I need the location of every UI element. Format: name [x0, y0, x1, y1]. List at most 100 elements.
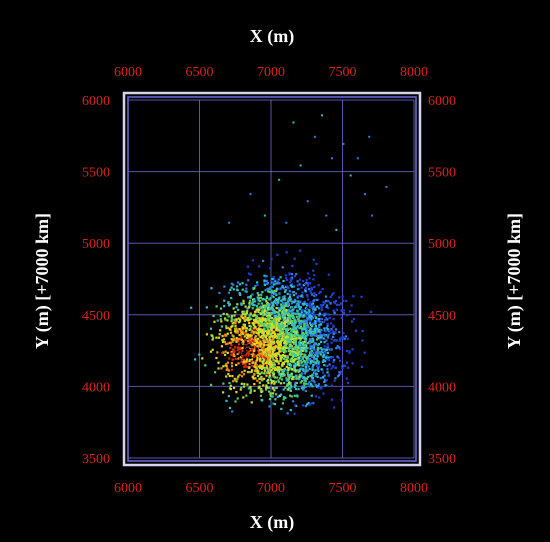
scatter-point	[282, 308, 286, 311]
scatter-point	[240, 332, 243, 336]
scatter-point	[257, 324, 260, 327]
scatter-point	[321, 360, 324, 363]
scatter-point	[287, 348, 290, 352]
scatter-point	[230, 286, 233, 289]
y-tick-label-left-2: 4500	[82, 309, 110, 324]
scatter-point	[252, 327, 255, 330]
scatter-point	[300, 372, 303, 375]
scatter-point	[286, 360, 289, 363]
scatter-point	[348, 310, 351, 313]
scatter-point	[318, 342, 321, 346]
scatter-point	[293, 352, 296, 355]
scatter-point	[284, 320, 287, 323]
scatter-point	[242, 331, 245, 334]
scatter-point	[289, 394, 292, 397]
sparse-point-8	[371, 214, 374, 217]
scatter-point	[336, 355, 339, 358]
scatter-point	[278, 282, 281, 285]
scatter-point	[283, 357, 286, 360]
scatter-point	[226, 342, 229, 345]
scatter-point	[233, 321, 236, 324]
scatter-point	[294, 362, 297, 365]
scatter-point	[271, 317, 274, 320]
scatter-point	[252, 314, 255, 317]
scatter-point	[280, 337, 283, 340]
scatter-point	[304, 307, 307, 310]
scatter-point	[295, 330, 298, 334]
scatter-point	[268, 298, 271, 301]
scatter-point	[276, 336, 279, 340]
scatter-point	[238, 334, 241, 337]
scatter-point	[287, 367, 290, 370]
scatter-point	[250, 358, 254, 361]
scatter-point	[259, 345, 262, 348]
scatter-point	[300, 346, 304, 349]
scatter-point	[296, 296, 299, 299]
scatter-point	[267, 307, 270, 310]
scatter-point	[334, 367, 337, 370]
sparse-point-3	[349, 174, 352, 177]
scatter-point	[263, 335, 266, 338]
scatter-point	[300, 319, 303, 322]
scatter-point	[329, 356, 333, 359]
scatter-point	[339, 302, 342, 305]
scatter-point	[253, 389, 256, 392]
scatter-point	[281, 285, 284, 288]
scatter-point	[312, 308, 315, 311]
scatter-point	[221, 339, 224, 342]
scatter-point	[264, 336, 268, 339]
scatter-point	[297, 358, 300, 361]
scatter-point	[317, 362, 320, 365]
scatter-point	[234, 324, 237, 328]
scatter-point	[337, 374, 341, 377]
scatter-point	[258, 385, 261, 388]
scatter-point	[248, 304, 251, 307]
sparse-point-17	[228, 221, 231, 224]
scatter-point	[273, 389, 276, 392]
scatter-point	[242, 340, 245, 343]
scatter-point	[263, 341, 266, 344]
scatter-point	[319, 321, 322, 324]
scatter-point	[271, 353, 275, 356]
scatter-point	[269, 297, 272, 300]
scatter-point	[313, 292, 316, 295]
scatter-point	[283, 295, 286, 298]
scatter-point	[283, 299, 286, 302]
scatter-point	[249, 391, 252, 394]
y-tick-label-left-1: 4000	[82, 380, 110, 395]
scatter-point	[351, 320, 354, 323]
scatter-point	[304, 363, 307, 366]
scatter-point	[309, 375, 312, 378]
scatter-point	[268, 376, 271, 379]
scatter-point	[294, 384, 297, 388]
scatter-point	[306, 295, 309, 298]
scatter-point	[215, 305, 218, 308]
scatter-point	[309, 320, 312, 323]
scatter-point	[328, 316, 331, 319]
scatter-point	[301, 328, 304, 331]
scatter-point	[291, 361, 294, 364]
scatter-point	[331, 293, 334, 296]
scatter-point	[306, 325, 309, 328]
scatter-point	[268, 336, 271, 339]
scatter-point	[274, 289, 277, 293]
scatter-point	[282, 319, 285, 322]
scatter-point	[316, 338, 319, 341]
scatter-point	[274, 292, 277, 295]
scatter-point	[304, 350, 308, 353]
scatter-point	[271, 350, 274, 353]
scatter-point	[237, 354, 240, 358]
scatter-point	[253, 298, 256, 301]
scatter-point	[286, 311, 290, 314]
scatter-point	[291, 311, 294, 314]
scatter-point	[315, 395, 318, 398]
y-tick-label-left-0: 3500	[82, 452, 110, 467]
tick-labels: 6000600065006500700070007500750080008000…	[82, 65, 456, 496]
scatter-point	[268, 349, 271, 352]
scatter-point	[279, 322, 282, 326]
scatter-point	[243, 323, 246, 326]
scatter-point	[249, 328, 252, 331]
scatter-point	[303, 355, 306, 358]
scatter-point	[323, 345, 326, 348]
scatter-point	[241, 328, 244, 331]
